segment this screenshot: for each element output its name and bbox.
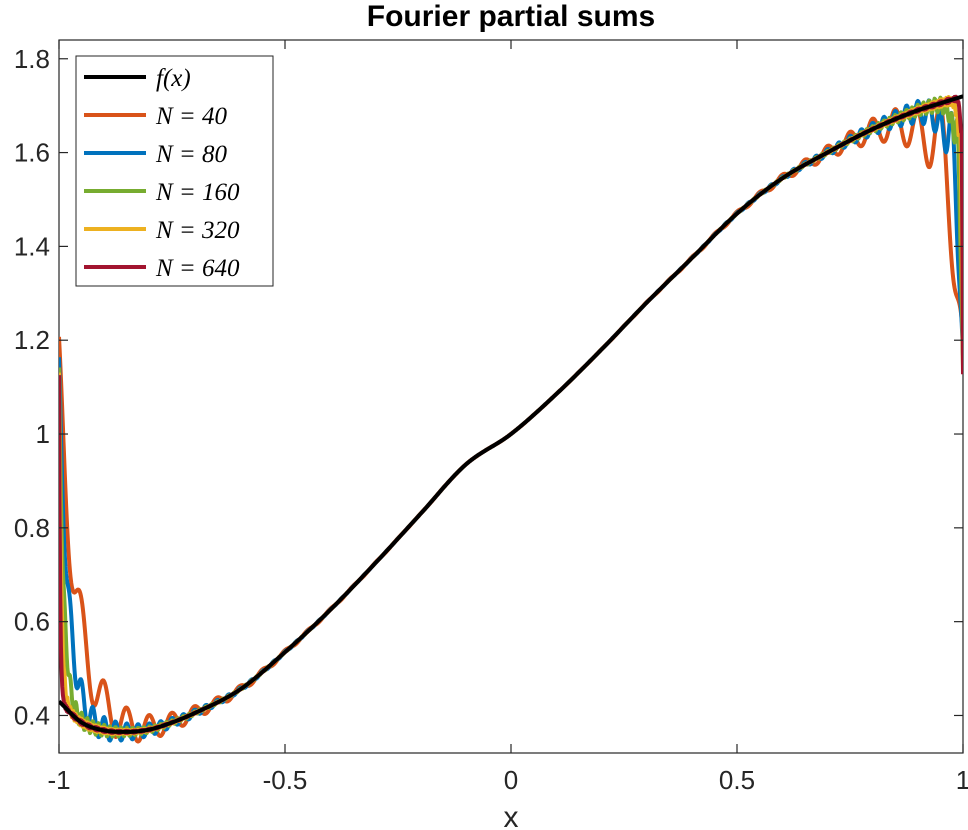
chart-title: Fourier partial sums <box>367 0 655 33</box>
legend-label: N = 40 <box>155 103 228 130</box>
x-tick-label: 0.5 <box>719 765 755 795</box>
y-tick-label: 1.4 <box>14 231 50 261</box>
x-tick-label: 1 <box>956 765 968 795</box>
legend-box <box>75 55 274 287</box>
legend-label: N = 320 <box>155 217 240 244</box>
y-tick-label: 0.8 <box>14 513 50 543</box>
legend-label: N = 80 <box>155 141 228 168</box>
y-tick-label: 1.2 <box>14 325 50 355</box>
y-axis-ticks: 0.4 0.6 0.8 1 1.2 1.4 1.6 1.8 <box>14 44 963 730</box>
legend-label: f(x) <box>156 65 191 92</box>
legend-label: N = 160 <box>155 179 240 206</box>
y-tick-label: 0.4 <box>14 700 50 730</box>
y-tick-label: 1.6 <box>14 138 50 168</box>
x-tick-label: 0 <box>504 765 518 795</box>
legend-label: N = 640 <box>155 255 240 282</box>
legend-entries: f(x) N = 40 N = 80 N = 160 N = 320 N = 640 <box>84 65 240 282</box>
x-tick-label: -0.5 <box>263 765 308 795</box>
x-axis-label: x <box>504 801 519 830</box>
y-tick-label: 0.6 <box>14 607 50 637</box>
x-tick-label: -1 <box>47 765 70 795</box>
y-tick-label: 1 <box>36 419 50 449</box>
series-layer <box>59 94 963 744</box>
y-tick-label: 1.8 <box>14 44 50 74</box>
legend: f(x) N = 40 N = 80 N = 160 N = 320 N = 640 <box>75 55 274 287</box>
series-line-f-x <box>59 94 963 734</box>
x-axis-ticks: -1 -0.5 0 0.5 1 <box>47 40 968 795</box>
